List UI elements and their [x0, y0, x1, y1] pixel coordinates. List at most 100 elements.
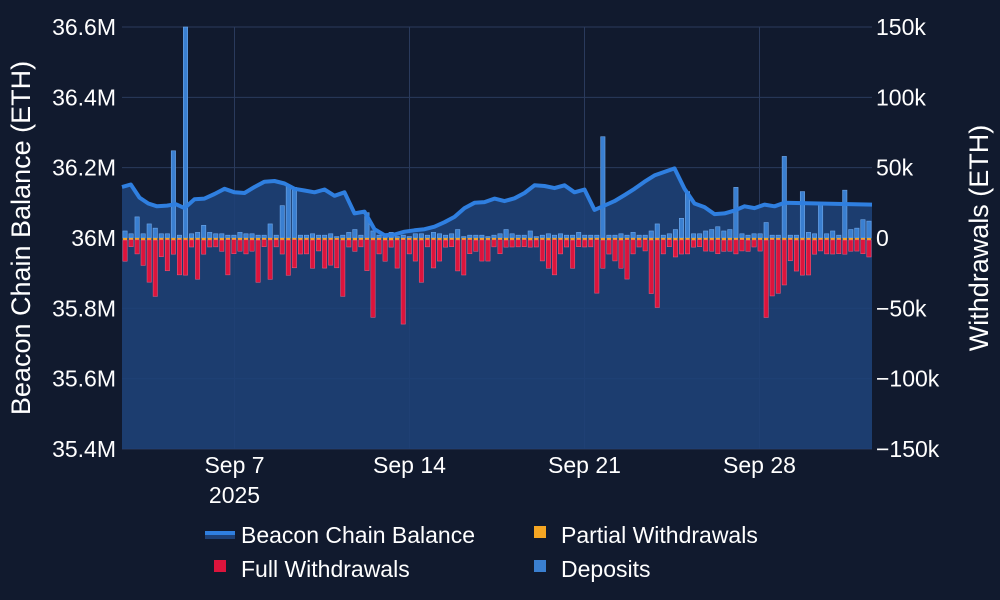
full-withdrawal-bar [787, 239, 793, 262]
legend-swatch [214, 560, 226, 572]
full-withdrawal-bar [237, 239, 243, 252]
legend-label: Partial Withdrawals [561, 522, 758, 548]
right-tick-label: −50k [876, 295, 927, 321]
legend-item-partial[interactable]: Partial Withdrawals [534, 522, 758, 548]
deposit-bar [509, 233, 515, 239]
deposit-bar [539, 234, 545, 239]
partial-withdrawal-bar [770, 238, 775, 240]
full-withdrawal-bar [830, 239, 836, 255]
deposit-bar [437, 233, 443, 239]
deposit-bar [672, 229, 678, 239]
partial-withdrawal-bar [274, 238, 279, 240]
full-withdrawal-bar [806, 239, 811, 276]
deposit-bar [866, 220, 872, 239]
full-withdrawal-bar [848, 239, 854, 252]
full-withdrawal-bar [757, 239, 763, 252]
full-withdrawal-bar [183, 239, 188, 276]
legend-item-balance[interactable]: Beacon Chain Balance [205, 522, 475, 548]
partial-withdrawal-bar [249, 238, 255, 240]
deposit-bar [134, 216, 140, 239]
deposit-bar [836, 234, 842, 239]
full-withdrawal-bar [745, 239, 751, 252]
deposit-bar [128, 233, 134, 239]
partial-withdrawal-bar [594, 238, 599, 240]
full-withdrawal-bar [606, 239, 612, 255]
partial-withdrawal-bar [739, 238, 745, 240]
right-tick-label: 150k [876, 14, 926, 40]
deposit-bar [618, 233, 624, 239]
full-withdrawal-bar [648, 239, 654, 294]
full-withdrawal-bar [255, 239, 261, 283]
legend-label: Beacon Chain Balance [241, 522, 475, 548]
partial-withdrawal-bar [721, 238, 726, 241]
partial-withdrawal-bar [522, 238, 527, 240]
deposit-bar [721, 230, 727, 239]
partial-withdrawal-bar [140, 238, 146, 241]
deposit-bar [412, 233, 418, 239]
partial-withdrawal-bar [316, 238, 321, 240]
deposit-bar [818, 202, 824, 239]
deposit-bar [812, 233, 818, 239]
partial-withdrawal-bar [546, 238, 551, 241]
partial-withdrawal-bar [812, 238, 817, 241]
partial-withdrawal-bar [183, 238, 188, 240]
full-withdrawal-bar [582, 239, 588, 248]
deposit-bar [279, 205, 285, 239]
deposit-bar [455, 229, 461, 239]
deposit-bar [564, 234, 570, 239]
partial-withdrawal-bar [134, 238, 140, 240]
deposit-bar [824, 233, 830, 239]
partial-withdrawal-bar [751, 238, 757, 240]
left-axis-title: Beacon Chain Balance (ETH) [6, 61, 36, 415]
deposit-bar [527, 230, 533, 239]
partial-withdrawal-bar [667, 238, 672, 240]
partial-withdrawal-bar [358, 238, 364, 240]
full-withdrawal-bar [769, 239, 775, 297]
partial-withdrawal-bar [655, 238, 660, 240]
deposit-bar [406, 236, 412, 239]
deposit-bar [533, 236, 539, 239]
right-tick-label: −150k [876, 436, 940, 462]
full-withdrawal-bar [588, 239, 594, 248]
balance-area [122, 168, 872, 449]
partial-withdrawal-bar [649, 238, 654, 241]
partial-withdrawal-bar [618, 238, 624, 241]
full-withdrawal-bar [715, 239, 721, 255]
full-withdrawal-bar [152, 239, 158, 297]
deposit-bar [322, 234, 328, 239]
partial-withdrawal-bar [352, 238, 358, 241]
full-withdrawal-bar [721, 239, 727, 252]
partial-withdrawal-bar [207, 238, 212, 240]
full-withdrawal-bar [800, 239, 805, 276]
deposit-bar [310, 233, 316, 239]
partial-withdrawal-bar [540, 238, 545, 240]
partial-withdrawal-bar [165, 238, 170, 240]
full-withdrawal-bar [298, 239, 303, 255]
deposit-bar [237, 232, 243, 239]
partial-withdrawal-bar [128, 238, 134, 240]
full-withdrawal-bar [739, 239, 745, 252]
partial-withdrawal-bar [346, 238, 351, 240]
deposit-bar [582, 234, 588, 239]
deposit-bar [739, 233, 745, 239]
deposit-bar [207, 232, 213, 239]
partial-withdrawal-bar [691, 238, 696, 241]
partial-withdrawal-bar [842, 238, 847, 241]
full-withdrawal-bar [425, 239, 430, 248]
legend[interactable]: Beacon Chain Balance Partial Withdrawals F… [205, 522, 758, 582]
full-withdrawal-bar [394, 239, 400, 269]
partial-withdrawal-bar [552, 238, 557, 240]
full-withdrawal-bar [775, 239, 781, 294]
deposit-bar [340, 234, 346, 239]
bars [122, 26, 872, 325]
full-withdrawal-bar [291, 239, 297, 269]
full-withdrawal-bar [316, 239, 321, 252]
full-withdrawal-bar [842, 239, 848, 255]
partial-withdrawal-bar [715, 238, 720, 240]
legend-item-full[interactable]: Full Withdrawals [214, 556, 410, 582]
partial-withdrawal-bar [328, 238, 333, 240]
partial-withdrawal-bar [231, 238, 237, 240]
partial-withdrawal-bar [219, 238, 224, 241]
legend-item-deposits[interactable]: Deposits [534, 556, 650, 582]
